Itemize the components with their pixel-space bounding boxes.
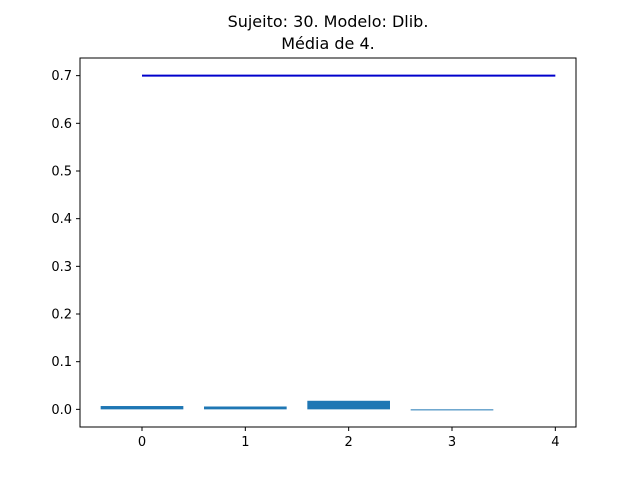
x-tick-label-4: 4 — [551, 435, 559, 450]
chart-title-line1: Sujeito: 30. Modelo: Dlib. — [228, 12, 429, 31]
chart-title-line2: Média de 4. — [281, 34, 375, 53]
y-tick-label-3: 0.3 — [51, 260, 72, 275]
y-tick-label-7: 0.7 — [51, 69, 72, 84]
y-tick-label-0: 0.0 — [51, 403, 72, 418]
y-tick-label-1: 0.1 — [51, 355, 72, 370]
y-tick-label-6: 0.6 — [51, 117, 72, 132]
axes-frame — [79, 57, 577, 428]
y-tick-label-4: 0.4 — [51, 212, 72, 227]
y-tick-label-2: 0.2 — [51, 308, 72, 323]
bar-0 — [100, 406, 184, 410]
bar-1 — [204, 406, 287, 410]
x-tick-label-3: 3 — [448, 435, 456, 450]
y-tick-label-5: 0.5 — [51, 164, 72, 179]
x-tick-label-2: 2 — [345, 435, 353, 450]
x-tick-label-1: 1 — [241, 435, 249, 450]
bar-3 — [410, 409, 494, 411]
bar-2 — [307, 400, 390, 410]
plot-area: 0 1 2 3 4 0.0 0.1 0.2 0.3 0.4 0.5 0.6 0.7 — [51, 57, 577, 450]
x-tick-label-0: 0 — [138, 435, 146, 450]
